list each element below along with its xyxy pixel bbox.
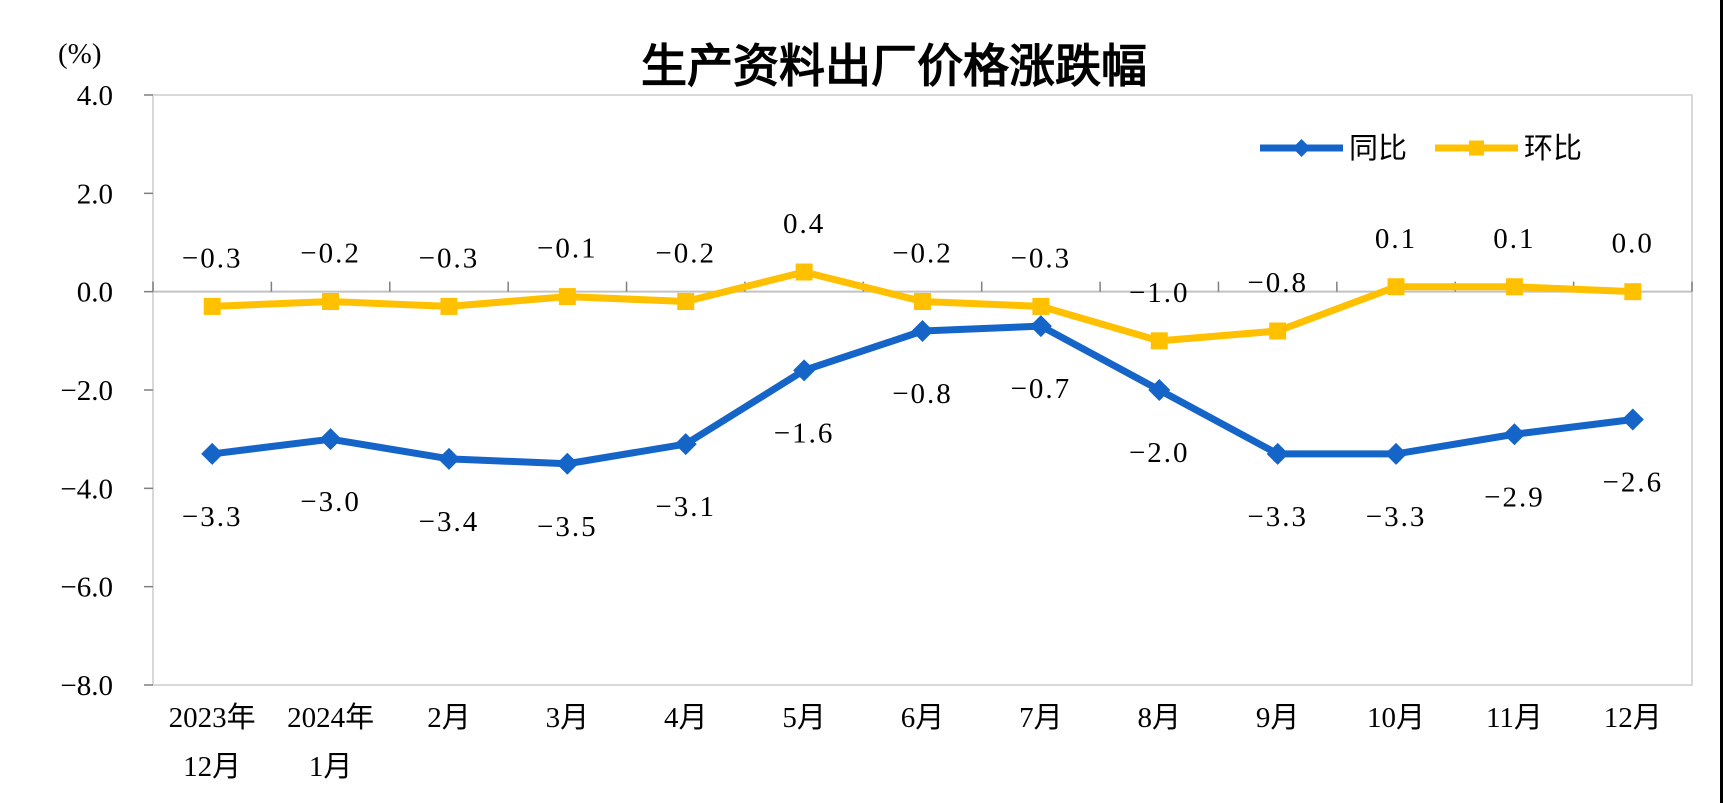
yoy-data-label: −3.1 (655, 491, 716, 523)
yoy-point-marker (319, 428, 342, 451)
legend-label: 同比 (1349, 132, 1407, 165)
x-category-label: 5月 (782, 702, 826, 734)
y-tick-label: −6.0 (60, 572, 113, 604)
yoy-point-marker (1503, 423, 1526, 446)
mom-point-marker (1505, 278, 1523, 296)
x-category-label: 12月 (183, 751, 241, 783)
x-category-label: 2024年 (287, 701, 374, 734)
mom-point-marker (677, 293, 695, 310)
legend-key-marker (1469, 140, 1484, 156)
legend-label: 环比 (1524, 132, 1582, 165)
mom-data-label: −0.2 (655, 238, 716, 270)
x-category-label: 11月 (1486, 702, 1543, 734)
mom-data-label: −0.8 (1247, 267, 1308, 299)
mom-data-label: −0.2 (300, 238, 361, 270)
mom-data-label: −0.3 (1011, 242, 1072, 274)
x-category-label: 4月 (664, 702, 708, 734)
x-category-label: 2月 (427, 702, 471, 734)
yoy-data-label: −3.3 (182, 501, 243, 533)
yoy-point-marker (793, 359, 816, 382)
mom-data-label: 0.1 (1493, 223, 1535, 255)
yoy-point-marker (556, 452, 579, 475)
mom-point-marker (440, 297, 458, 315)
x-category-label: 12月 (1604, 702, 1662, 734)
x-category-label: 1月 (309, 751, 353, 783)
mom-point-marker (1269, 322, 1287, 340)
yoy-point-marker (201, 442, 224, 465)
yoy-data-label: −2.0 (1129, 437, 1190, 469)
x-category-label: 2023年 (169, 701, 256, 734)
mom-data-label: 0.0 (1612, 228, 1654, 260)
mom-point-marker (795, 263, 813, 281)
mom-data-label: −0.2 (892, 238, 953, 270)
mom-point-marker (1150, 332, 1168, 350)
x-category-label: 7月 (1019, 702, 1063, 734)
yoy-point-marker (1029, 315, 1052, 338)
mom-data-label: −0.3 (419, 242, 480, 274)
y-axis-unit-label: (%) (58, 38, 102, 70)
yoy-point-marker (437, 447, 460, 470)
yoy-point-marker (1148, 379, 1171, 401)
yoy-point-marker (911, 320, 934, 342)
y-tick-label: −8.0 (60, 670, 113, 702)
mom-point-marker (1387, 278, 1405, 296)
y-tick-label: 0.0 (77, 277, 113, 309)
x-category-label: 10月 (1367, 702, 1425, 734)
yoy-data-label: −3.3 (1366, 501, 1427, 533)
mom-data-label: 0.4 (783, 208, 825, 240)
yoy-data-label: −2.6 (1603, 467, 1664, 499)
mom-point-marker (1624, 283, 1642, 301)
yoy-data-label: −0.7 (1011, 373, 1072, 405)
yoy-point-marker (1621, 408, 1644, 431)
chart-title: 生产资料出厂价格涨跌幅 (641, 40, 1147, 92)
yoy-data-label: −3.4 (419, 506, 480, 538)
mom-data-label: −0.1 (537, 233, 598, 265)
x-category-label: 3月 (546, 702, 590, 734)
legend-key-marker (1292, 139, 1311, 157)
legend-item-mom: 环比 (1435, 132, 1582, 165)
yoy-data-label: −2.9 (1484, 481, 1545, 513)
x-category-label: 9月 (1256, 702, 1300, 734)
screenshot-right-border (1720, 0, 1723, 803)
yoy-point-marker (674, 433, 697, 456)
legend-item-yoy: 同比 (1260, 132, 1407, 165)
yoy-data-label: −3.5 (537, 511, 598, 543)
yoy-data-label: −0.8 (892, 378, 953, 410)
yoy-point-marker (1385, 442, 1408, 465)
yoy-data-label: −1.6 (774, 417, 835, 449)
mom-point-marker (322, 293, 340, 310)
y-tick-label: 4.0 (77, 80, 113, 112)
y-tick-label: 2.0 (77, 178, 113, 210)
yoy-data-label: −3.3 (1247, 501, 1308, 533)
yoy-data-label: −3.0 (300, 486, 361, 518)
x-category-label: 8月 (1138, 702, 1182, 734)
mom-point-marker (558, 288, 576, 306)
x-category-label: 6月 (901, 702, 945, 734)
mom-point-marker (914, 293, 931, 310)
mom-data-label: 0.1 (1375, 223, 1417, 255)
mom-point-marker (203, 297, 221, 315)
y-tick-label: −4.0 (60, 473, 113, 505)
y-tick-label: −2.0 (60, 375, 113, 407)
mom-data-label: −1.0 (1129, 277, 1190, 309)
mom-point-marker (1032, 297, 1050, 315)
yoy-point-marker (1266, 442, 1289, 465)
mom-data-label: −0.3 (182, 242, 243, 274)
